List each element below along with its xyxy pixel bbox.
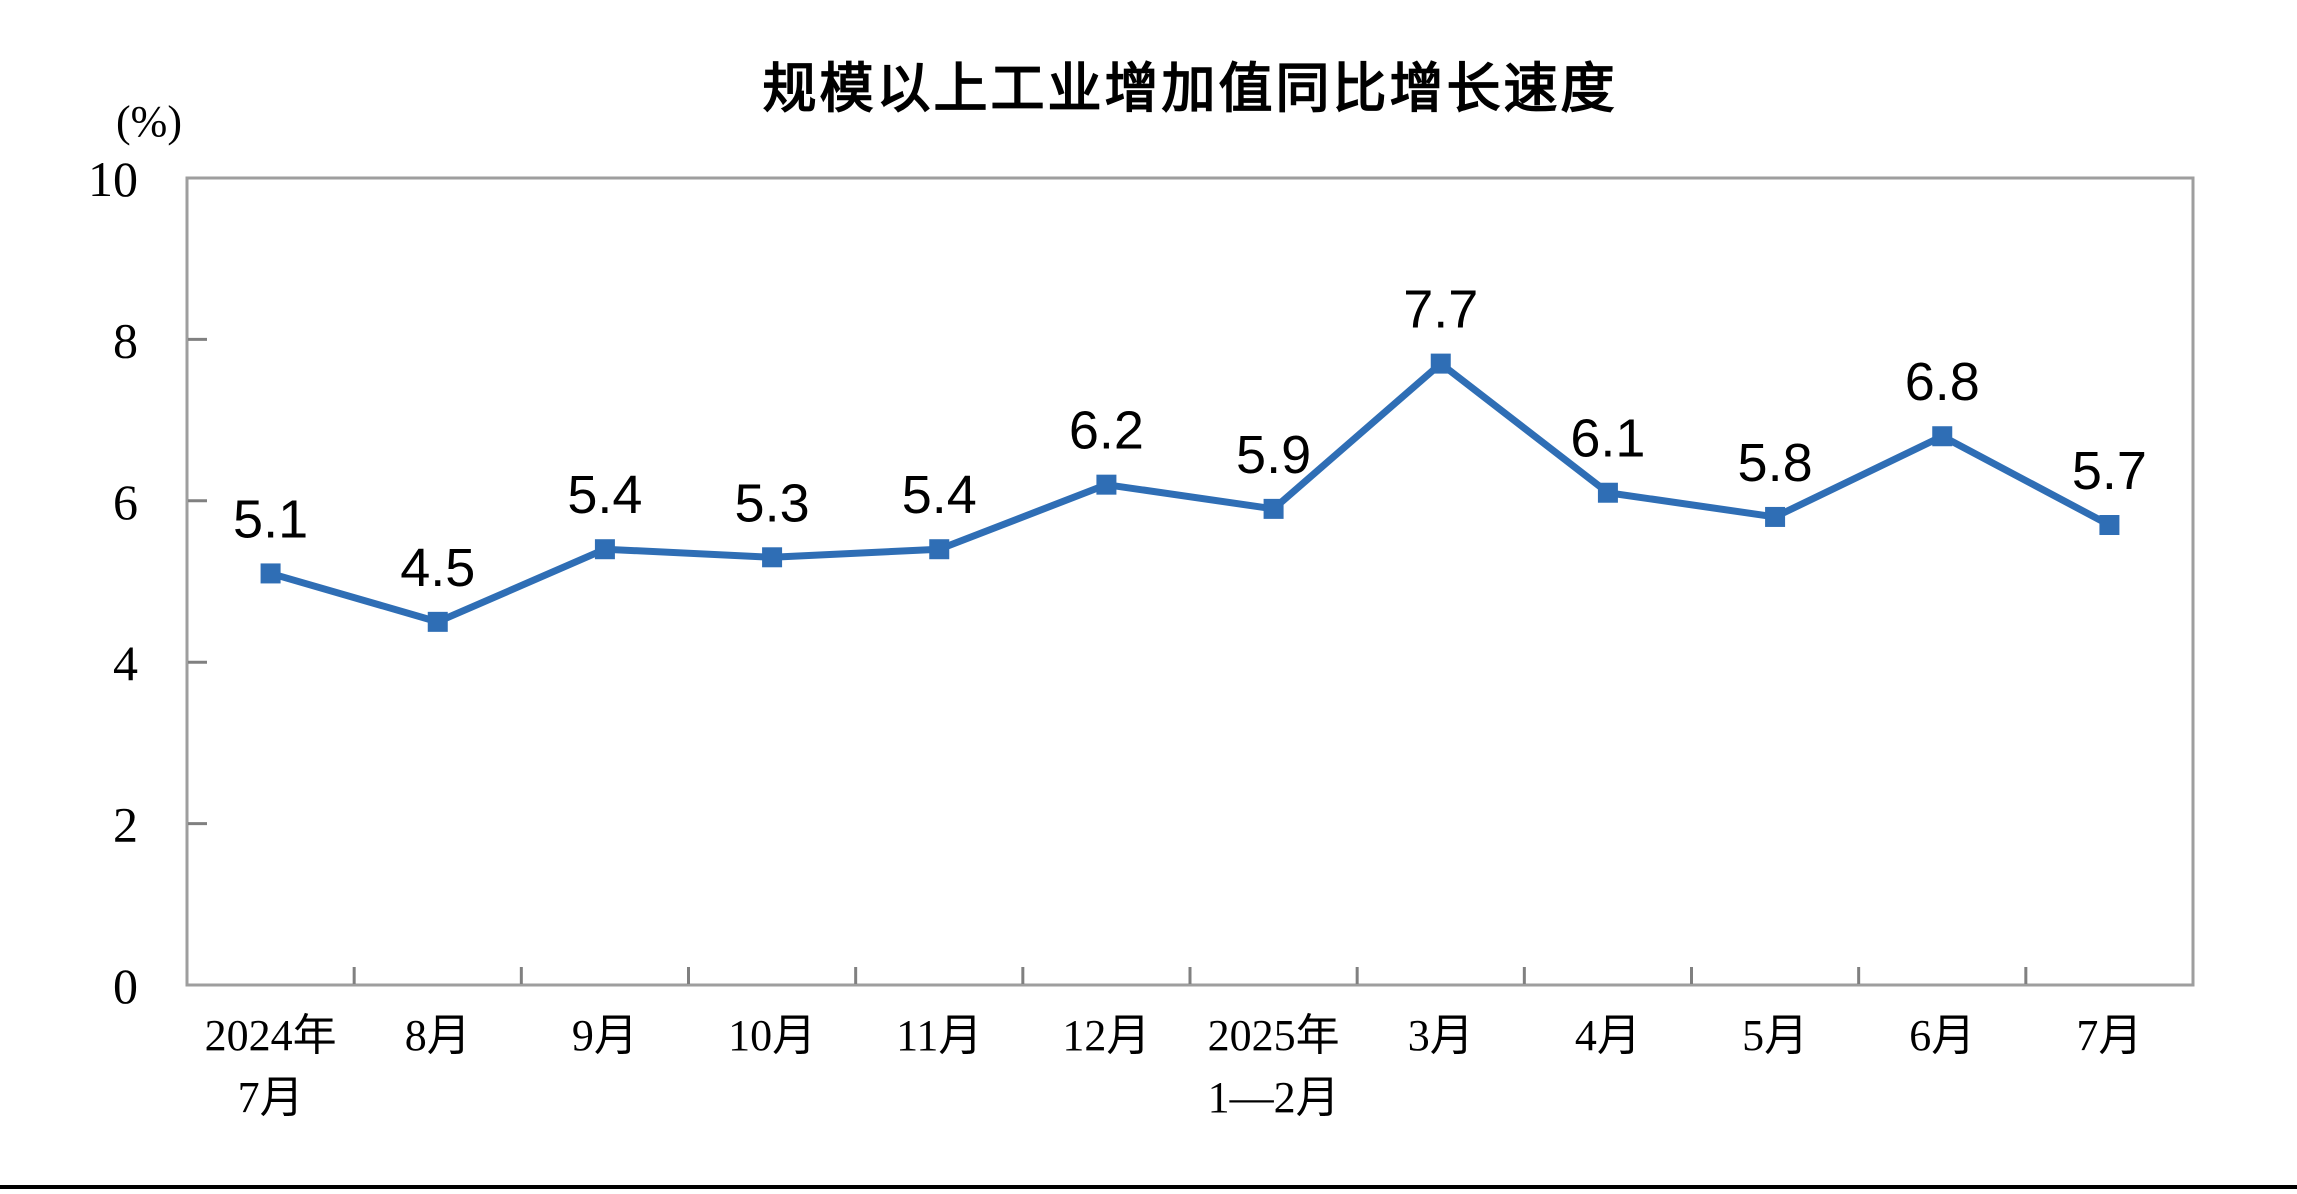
data-point-marker: [2099, 515, 2120, 536]
data-point-label: 4.5: [400, 538, 475, 598]
x-axis-tick-label: 7月: [2076, 1011, 2142, 1060]
data-point-marker: [929, 539, 950, 560]
chart-title: 规模以上工业增加值同比增长速度: [762, 59, 1618, 119]
data-point-label: 5.9: [1236, 425, 1311, 485]
y-axis-tick-label: 0: [113, 958, 138, 1014]
y-axis-unit-label: (%): [116, 97, 182, 146]
x-axis-tick-label: 4月: [1575, 1011, 1641, 1060]
data-point-marker: [594, 539, 615, 560]
x-axis-tick-label: 11月: [896, 1011, 982, 1060]
data-point-label: 5.1: [233, 489, 308, 549]
x-axis-tick-label: 6月: [1909, 1011, 1975, 1060]
footer-divider-line: [0, 1185, 2297, 1189]
data-point-marker: [1765, 506, 1786, 527]
series-line: [269, 360, 2112, 626]
data-point-label: 7.7: [1403, 280, 1478, 340]
data-point-label: 5.7: [2072, 441, 2147, 501]
y-axis-tick-label: 2: [113, 797, 138, 853]
data-point-label: 5.4: [902, 465, 977, 525]
y-axis-tick-label: 10: [88, 151, 138, 207]
x-axis-tick-label: 9月: [572, 1011, 638, 1060]
x-axis-tick-label: 10月: [728, 1011, 816, 1060]
y-axis-tick-label: 6: [113, 474, 138, 530]
data-point-marker: [1597, 482, 1618, 503]
x-axis-tick-label: 7月: [238, 1073, 304, 1122]
x-axis-tick-label: 12月: [1062, 1011, 1150, 1060]
data-point-marker: [762, 547, 783, 568]
data-point-label: 5.3: [735, 473, 810, 533]
data-point-label: 5.4: [567, 465, 642, 525]
x-axis-tick-label: 2024年: [205, 1011, 337, 1060]
y-axis-tick-label: 8: [113, 312, 138, 368]
data-point-label: 5.8: [1738, 433, 1813, 493]
data-point-label: 6.8: [1905, 352, 1980, 412]
data-point-marker: [427, 611, 448, 632]
data-point-marker: [1096, 474, 1117, 495]
plot-border: [185, 176, 2195, 987]
data-point-marker: [1430, 353, 1451, 374]
x-axis-tick-label: 3月: [1408, 1011, 1474, 1060]
y-axis-tick-label: 4: [113, 635, 138, 691]
x-axis-tick-label: 1—2月: [1208, 1073, 1340, 1122]
x-axis-tick-label: 8月: [405, 1011, 471, 1060]
data-point-marker: [1263, 498, 1284, 519]
data-point-label: 6.1: [1570, 409, 1645, 469]
data-point-marker: [1932, 426, 1953, 447]
data-point-label: 6.2: [1069, 401, 1144, 461]
x-axis-tick-label: 5月: [1742, 1011, 1808, 1060]
x-axis-tick-label: 2025年: [1208, 1011, 1340, 1060]
data-point-marker: [260, 563, 281, 584]
